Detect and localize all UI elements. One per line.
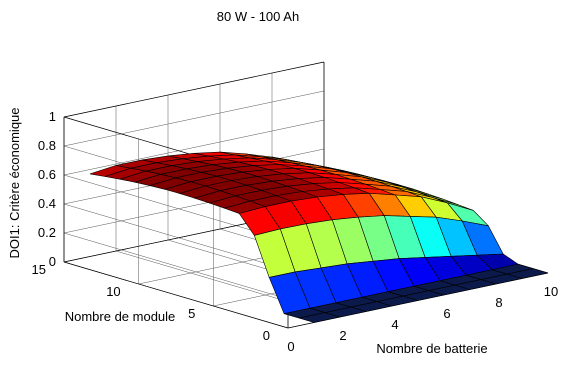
z-tick-label: 0.2 [38,225,56,240]
x-tick-label: 4 [391,317,398,332]
z-tick-label: 0.6 [38,167,56,182]
x-tick-label: 0 [287,339,294,354]
surface-patch [507,268,549,279]
y-tick-label: 15 [32,262,46,277]
y-axis-label: Nombre de module [65,309,176,324]
chart-title: 80 W - 100 Ah [217,9,299,24]
backwall-gridline-z [63,90,325,147]
z-tick-label: 0 [49,254,56,269]
surface-mesh [89,151,549,323]
z-tick-label: 1 [49,109,56,124]
axis-edge [63,261,289,329]
z-tick-label: 0.8 [38,138,56,153]
axis-edge [63,61,325,118]
sidewall-gridline-z [63,203,289,271]
x-tick-label: 6 [443,306,450,321]
y-tick-label: 10 [106,284,120,299]
y-tick-label: 5 [188,306,195,321]
x-axis-label: Nombre de batterie [376,341,487,356]
z-tick-label: 0.4 [38,196,56,211]
x-tick-label: 10 [544,284,558,299]
backwall-gridline-z [63,119,325,176]
x-tick-label: 2 [339,328,346,343]
y-tick-label: 0 [263,328,270,343]
z-axis-label: DOI1: Critère économique [7,107,22,258]
x-tick-label: 8 [495,295,502,310]
sidewall-gridline-z [63,232,289,300]
